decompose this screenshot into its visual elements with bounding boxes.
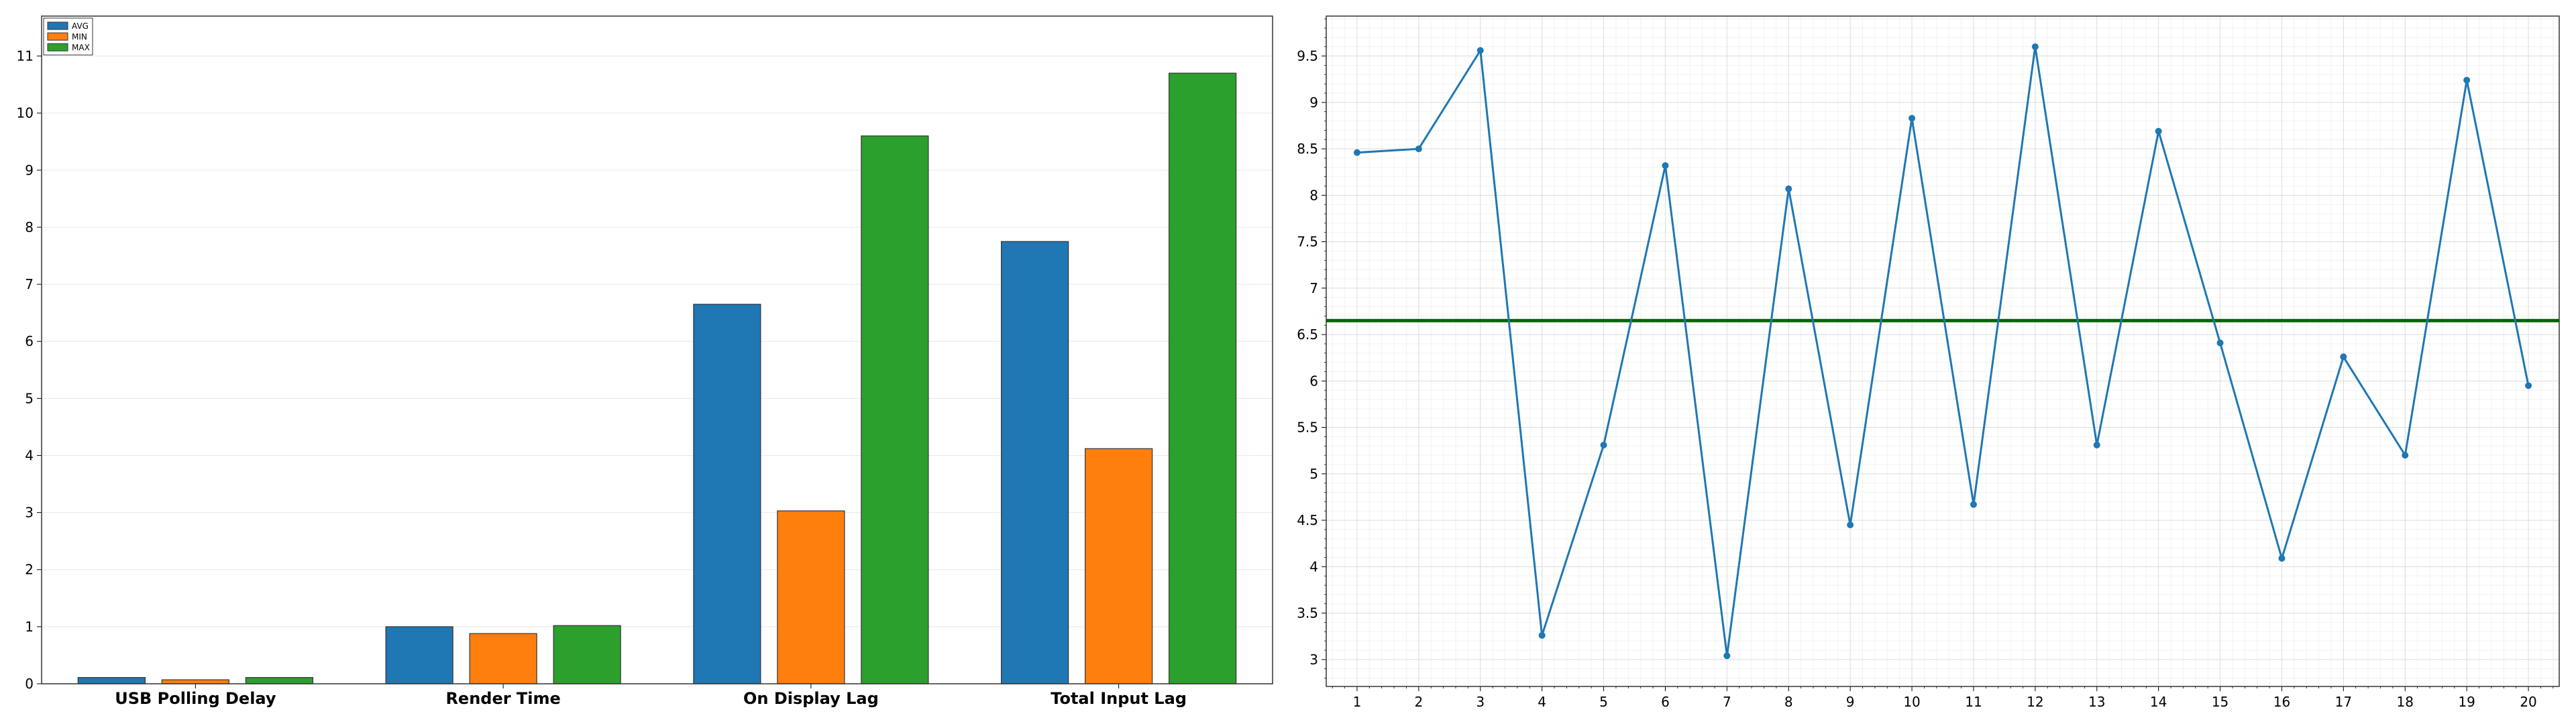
data-point: [2525, 382, 2532, 389]
y-tick-label: 5.5: [1297, 420, 1318, 436]
data-point: [2093, 441, 2100, 448]
data-point: [2463, 76, 2471, 84]
data-point: [1970, 501, 1977, 508]
series-line: [1356, 46, 2530, 656]
x-tick-label: 10: [1903, 694, 1920, 710]
bar: [161, 679, 229, 684]
x-tick-label: 20: [2520, 694, 2536, 710]
x-tick-label: 11: [1965, 694, 1982, 710]
bar: [245, 677, 313, 684]
bar: [693, 304, 761, 684]
y-tick-label: 11: [17, 48, 34, 64]
y-tick-label: 7.5: [1297, 234, 1318, 250]
y-tick-label: 1: [25, 619, 34, 635]
y-tick-label: 6: [25, 333, 34, 349]
data-point: [1909, 115, 1916, 122]
legend-swatch: [47, 32, 68, 41]
x-tick-label: 15: [2212, 694, 2229, 710]
x-tick-label: 1: [1353, 694, 1362, 710]
bar-chart: 0 1 2 3 4 5 6 7 8 9 10 11 USB Polling Delay Render Ti…: [17, 15, 1273, 708]
data-point: [1785, 185, 1792, 192]
x-tick-label: 17: [2335, 694, 2352, 710]
data-point: [1723, 652, 1731, 660]
bar: [469, 633, 537, 684]
legend-swatch: [47, 43, 68, 52]
data-point: [2278, 554, 2286, 562]
x-category-label: Total Input Lag: [1051, 689, 1187, 708]
data-point: [1538, 631, 1546, 639]
y-tick-label: 8: [25, 219, 34, 235]
legend-swatch: [47, 21, 68, 30]
y-tick-label: 3: [1309, 652, 1318, 668]
y-tick-label: 6: [1309, 373, 1318, 389]
x-tick-label: 2: [1414, 694, 1423, 710]
x-tick-label: 5: [1599, 694, 1608, 710]
x-category-label: Render Time: [445, 689, 560, 708]
x-tick-label: 9: [1846, 694, 1855, 710]
y-tick-label: 10: [17, 105, 34, 121]
plot-area: [1326, 16, 2559, 686]
data-point: [1600, 441, 1607, 448]
data-point: [2402, 452, 2409, 459]
y-tick-label: 3: [25, 505, 34, 521]
x-tick-label: 14: [2150, 694, 2167, 710]
legend-label: MAX: [72, 43, 90, 52]
legend-label: AVG: [72, 21, 89, 31]
legend-label: MIN: [72, 32, 87, 42]
y-tick-label: 8: [1309, 187, 1318, 203]
data-point: [1477, 47, 1484, 54]
x-tick-label: 12: [2027, 694, 2043, 710]
x-tick-label: 7: [1723, 694, 1731, 710]
bar: [553, 625, 621, 684]
bar: [861, 135, 929, 684]
y-tick-label: 9: [1309, 95, 1318, 111]
data-point: [1847, 522, 1854, 529]
y-tick-label: 2: [25, 562, 34, 578]
x-category-label: USB Polling Delay: [115, 689, 276, 708]
data-point: [2340, 353, 2347, 361]
line-chart: 33.544.555.566.577.588.599.51 2 3 4 5 6 7 8 9 10 1…: [1297, 15, 2560, 710]
y-tick-label: 9: [25, 162, 34, 178]
x-tick-label: 16: [2273, 694, 2290, 710]
x-category-label: On Display Lag: [743, 689, 879, 708]
bar: [777, 510, 845, 684]
plot-frame: [1326, 15, 2560, 687]
data-point: [1662, 162, 1669, 169]
y-tick-label: 7: [1309, 280, 1318, 296]
x-tick-label: 13: [2088, 694, 2105, 710]
y-tick-label: 6.5: [1297, 326, 1318, 343]
y-tick-label: 5: [1309, 466, 1318, 482]
data-point: [1415, 145, 1422, 153]
y-tick-label: 4: [1309, 558, 1318, 575]
x-tick-label: 8: [1784, 694, 1793, 710]
y-tick-label: 4.5: [1297, 512, 1318, 528]
bar: [1169, 72, 1237, 684]
x-tick-label: 6: [1661, 694, 1670, 710]
plot-frame: [41, 15, 1273, 684]
y-tick-label: 0: [25, 676, 34, 692]
data-point: [1353, 149, 1360, 156]
y-tick-label: 9.5: [1297, 48, 1318, 64]
data-point: [2155, 127, 2162, 135]
bar: [1001, 241, 1069, 684]
y-tick-label: 8.5: [1297, 141, 1318, 157]
y-tick-label: 7: [25, 276, 34, 292]
x-tick-label: 4: [1538, 694, 1546, 710]
bar: [77, 677, 146, 684]
x-tick-label: 18: [2397, 694, 2414, 710]
bar: [385, 626, 453, 684]
data-point: [2216, 339, 2224, 347]
x-tick-label: 19: [2458, 694, 2475, 710]
y-tick-label: 3.5: [1297, 605, 1318, 621]
y-tick-label: 4: [25, 447, 34, 463]
bar: [1085, 448, 1153, 684]
data-point: [2031, 43, 2039, 50]
x-tick-label: 3: [1476, 694, 1485, 710]
y-tick-label: 5: [25, 390, 34, 406]
